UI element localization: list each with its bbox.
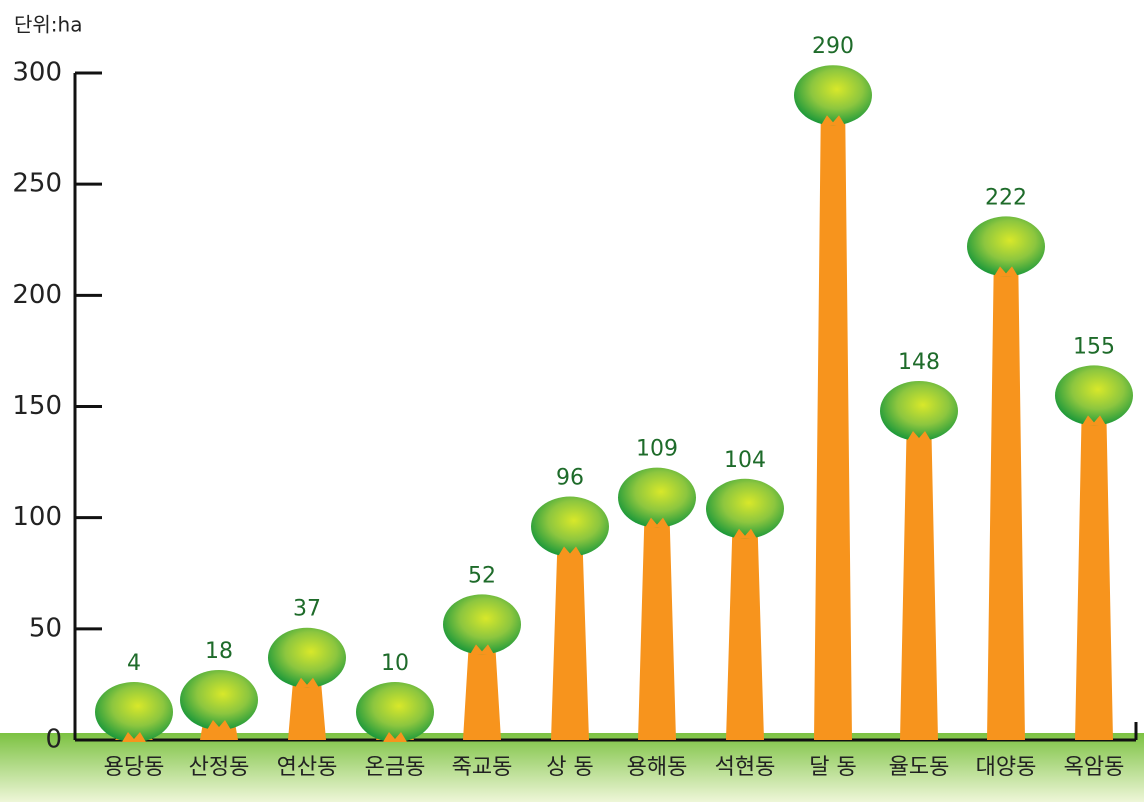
x-tick-label: 죽교동 — [452, 755, 513, 780]
value-label: 37 — [293, 597, 321, 622]
crown — [706, 478, 784, 539]
x-tick-label: 산정동 — [189, 755, 250, 780]
x-tick-label: 달 동 — [809, 755, 856, 780]
unit-label: 단위:ha — [14, 13, 82, 37]
y-tick-label: 100 — [12, 502, 62, 532]
crown — [531, 496, 609, 557]
x-tick-label: 상 동 — [546, 755, 593, 780]
value-label: 290 — [812, 34, 854, 59]
crown — [95, 682, 173, 742]
trunk-top — [470, 644, 494, 655]
value-label: 10 — [381, 651, 409, 676]
trunk-top — [383, 732, 407, 742]
trunk-top — [733, 528, 757, 539]
trunk-top — [1082, 415, 1106, 426]
crown — [967, 216, 1045, 277]
y-tick-label: 50 — [29, 613, 62, 643]
value-label: 4 — [127, 651, 141, 676]
trunk-top — [122, 732, 146, 742]
crown — [356, 682, 434, 742]
value-label: 148 — [898, 350, 940, 375]
crown — [443, 594, 521, 655]
trunk — [814, 91, 852, 740]
crown — [880, 380, 958, 441]
trunk-top — [207, 719, 231, 730]
value-label: 104 — [724, 448, 766, 473]
y-tick-label: 200 — [12, 280, 62, 310]
value-label: 18 — [205, 639, 233, 664]
crown — [268, 627, 346, 688]
x-tick-label: 용해동 — [627, 755, 688, 780]
crown — [1055, 365, 1133, 426]
y-tick-label: 150 — [12, 391, 62, 421]
trunk-top — [821, 115, 845, 126]
value-label: 109 — [636, 437, 678, 462]
x-tick-label: 연산동 — [277, 755, 338, 780]
value-label: 96 — [556, 466, 584, 491]
trunk — [987, 242, 1025, 741]
trunk-top — [645, 517, 669, 528]
x-tick-label: 율도동 — [889, 755, 950, 780]
trunk-top — [907, 430, 931, 441]
value-label: 222 — [985, 185, 1027, 210]
trunk — [726, 504, 764, 740]
x-tick-label: 용당동 — [104, 755, 165, 780]
x-tick-label: 온금동 — [365, 755, 426, 780]
trunk-top — [558, 546, 582, 557]
trunk — [551, 522, 589, 740]
trunk-top — [295, 677, 319, 688]
x-tick-label: 대양동 — [976, 755, 1037, 780]
trunk — [1075, 391, 1113, 740]
crown — [618, 467, 696, 528]
crown — [180, 669, 258, 730]
x-tick-label: 석현동 — [715, 755, 776, 780]
trunk-top — [994, 266, 1018, 277]
trunk — [900, 406, 938, 740]
ground — [0, 733, 1144, 802]
crown — [794, 65, 872, 126]
y-tick-label: 250 — [12, 169, 62, 199]
trunk — [638, 493, 676, 740]
x-tick-label: 옥암동 — [1064, 755, 1125, 780]
value-label: 155 — [1073, 334, 1115, 359]
y-tick-label: 0 — [45, 725, 62, 755]
value-label: 52 — [468, 563, 496, 588]
y-tick-label: 300 — [12, 58, 62, 88]
